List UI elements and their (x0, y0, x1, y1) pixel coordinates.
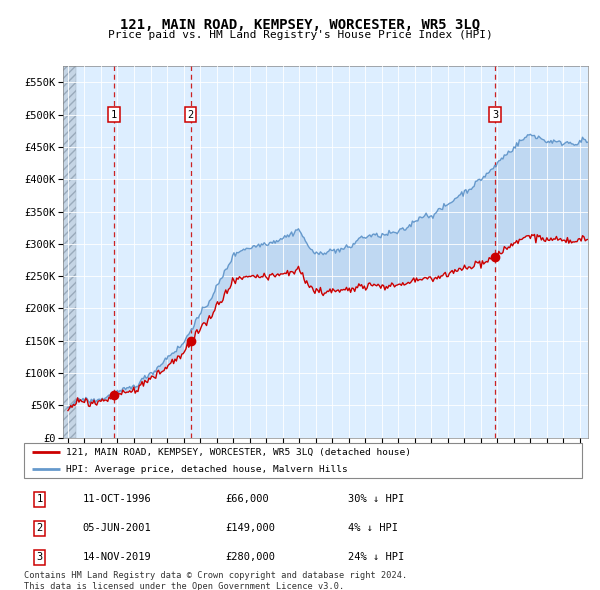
Text: Contains HM Land Registry data © Crown copyright and database right 2024.
This d: Contains HM Land Registry data © Crown c… (24, 571, 407, 590)
Text: 24% ↓ HPI: 24% ↓ HPI (347, 552, 404, 562)
Text: 1: 1 (37, 494, 43, 504)
Text: 4% ↓ HPI: 4% ↓ HPI (347, 523, 398, 533)
Bar (59, 66, 76, 438)
Text: £66,000: £66,000 (225, 494, 269, 504)
Text: 2: 2 (187, 110, 194, 120)
Text: Price paid vs. HM Land Registry's House Price Index (HPI): Price paid vs. HM Land Registry's House … (107, 30, 493, 40)
Text: 2: 2 (37, 523, 43, 533)
Text: £280,000: £280,000 (225, 552, 275, 562)
Text: 14-NOV-2019: 14-NOV-2019 (83, 552, 151, 562)
Text: HPI: Average price, detached house, Malvern Hills: HPI: Average price, detached house, Malv… (66, 464, 347, 474)
Text: 3: 3 (492, 110, 498, 120)
FancyBboxPatch shape (24, 442, 582, 478)
Text: 05-JUN-2001: 05-JUN-2001 (83, 523, 151, 533)
Text: 121, MAIN ROAD, KEMPSEY, WORCESTER, WR5 3LQ (detached house): 121, MAIN ROAD, KEMPSEY, WORCESTER, WR5 … (66, 448, 411, 457)
Text: 121, MAIN ROAD, KEMPSEY, WORCESTER, WR5 3LQ: 121, MAIN ROAD, KEMPSEY, WORCESTER, WR5 … (120, 18, 480, 32)
Text: 3: 3 (37, 552, 43, 562)
Text: 1: 1 (111, 110, 117, 120)
Text: £149,000: £149,000 (225, 523, 275, 533)
Text: 30% ↓ HPI: 30% ↓ HPI (347, 494, 404, 504)
Text: 11-OCT-1996: 11-OCT-1996 (83, 494, 151, 504)
